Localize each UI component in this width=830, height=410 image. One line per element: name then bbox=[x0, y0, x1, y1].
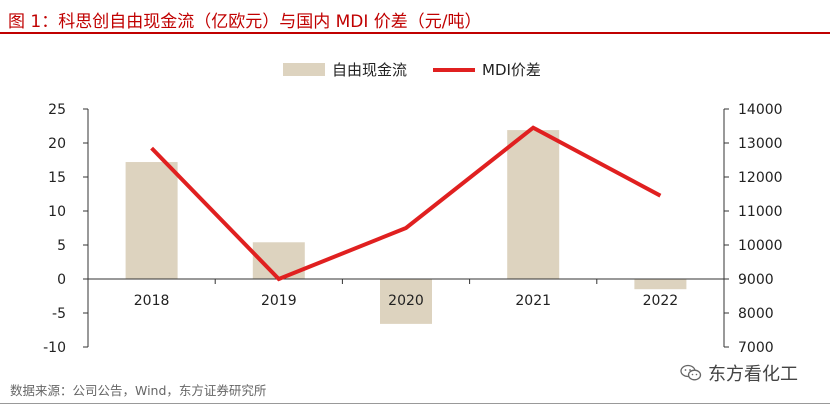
legend-label-bar: 自由现金流 bbox=[332, 61, 407, 79]
left-axis-tick-label: 5 bbox=[57, 238, 66, 254]
left-axis-tick-label: 15 bbox=[48, 170, 66, 186]
right-axis-tick-label: 9000 bbox=[738, 272, 774, 288]
combo-chart: -10 -5 0 5 10 15 20 25 7000 8000 9000 10000 11000 120… bbox=[43, 61, 783, 356]
left-axis-tick-label: -10 bbox=[43, 340, 66, 356]
bar-2020 bbox=[380, 279, 432, 324]
x-axis-label-2020: 2020 bbox=[388, 293, 424, 309]
bar-2022 bbox=[634, 279, 687, 290]
bar-2018 bbox=[125, 162, 178, 279]
right-axis-tick-label: 8000 bbox=[738, 306, 774, 322]
x-axis-label-2019: 2019 bbox=[261, 293, 297, 309]
bar-2021 bbox=[507, 130, 560, 279]
wechat-icon bbox=[680, 364, 702, 381]
title-bar: 图 1：科思创自由现金流（亿欧元）与国内 MDI 价差（元/吨） bbox=[0, 0, 830, 34]
right-axis-tick-label: 13000 bbox=[738, 136, 783, 152]
left-axis-tick-label: 25 bbox=[48, 102, 66, 118]
legend-swatch-bar bbox=[283, 63, 325, 76]
left-axis-tick-label: 0 bbox=[57, 272, 66, 288]
right-axis-tick-label: 12000 bbox=[738, 170, 783, 186]
left-axis-tick-label: 20 bbox=[48, 136, 66, 152]
right-axis-tick-label: 10000 bbox=[738, 238, 783, 254]
legend-label-line: MDI价差 bbox=[482, 61, 541, 79]
chart-title: 图 1：科思创自由现金流（亿欧元）与国内 MDI 价差（元/吨） bbox=[8, 12, 482, 32]
line-series-mdi-spread bbox=[150, 125, 662, 282]
source-note: 数据来源：公司公告，Wind，东方证券研究所 bbox=[10, 383, 267, 398]
bottom-rule bbox=[0, 403, 830, 404]
left-axis-tick-label: -5 bbox=[52, 306, 66, 322]
right-axis-tick-label: 14000 bbox=[738, 102, 783, 118]
watermark-text: 东方看化工 bbox=[708, 364, 798, 385]
right-axis-tick-label: 7000 bbox=[738, 340, 774, 356]
x-axis-label-2018: 2018 bbox=[134, 293, 170, 309]
watermark: 东方看化工 bbox=[680, 360, 798, 386]
x-axis-label-2022: 2022 bbox=[643, 293, 679, 309]
x-axis-label-2021: 2021 bbox=[515, 293, 551, 309]
right-axis-tick-label: 11000 bbox=[738, 204, 783, 220]
left-axis-tick-label: 10 bbox=[48, 204, 66, 220]
